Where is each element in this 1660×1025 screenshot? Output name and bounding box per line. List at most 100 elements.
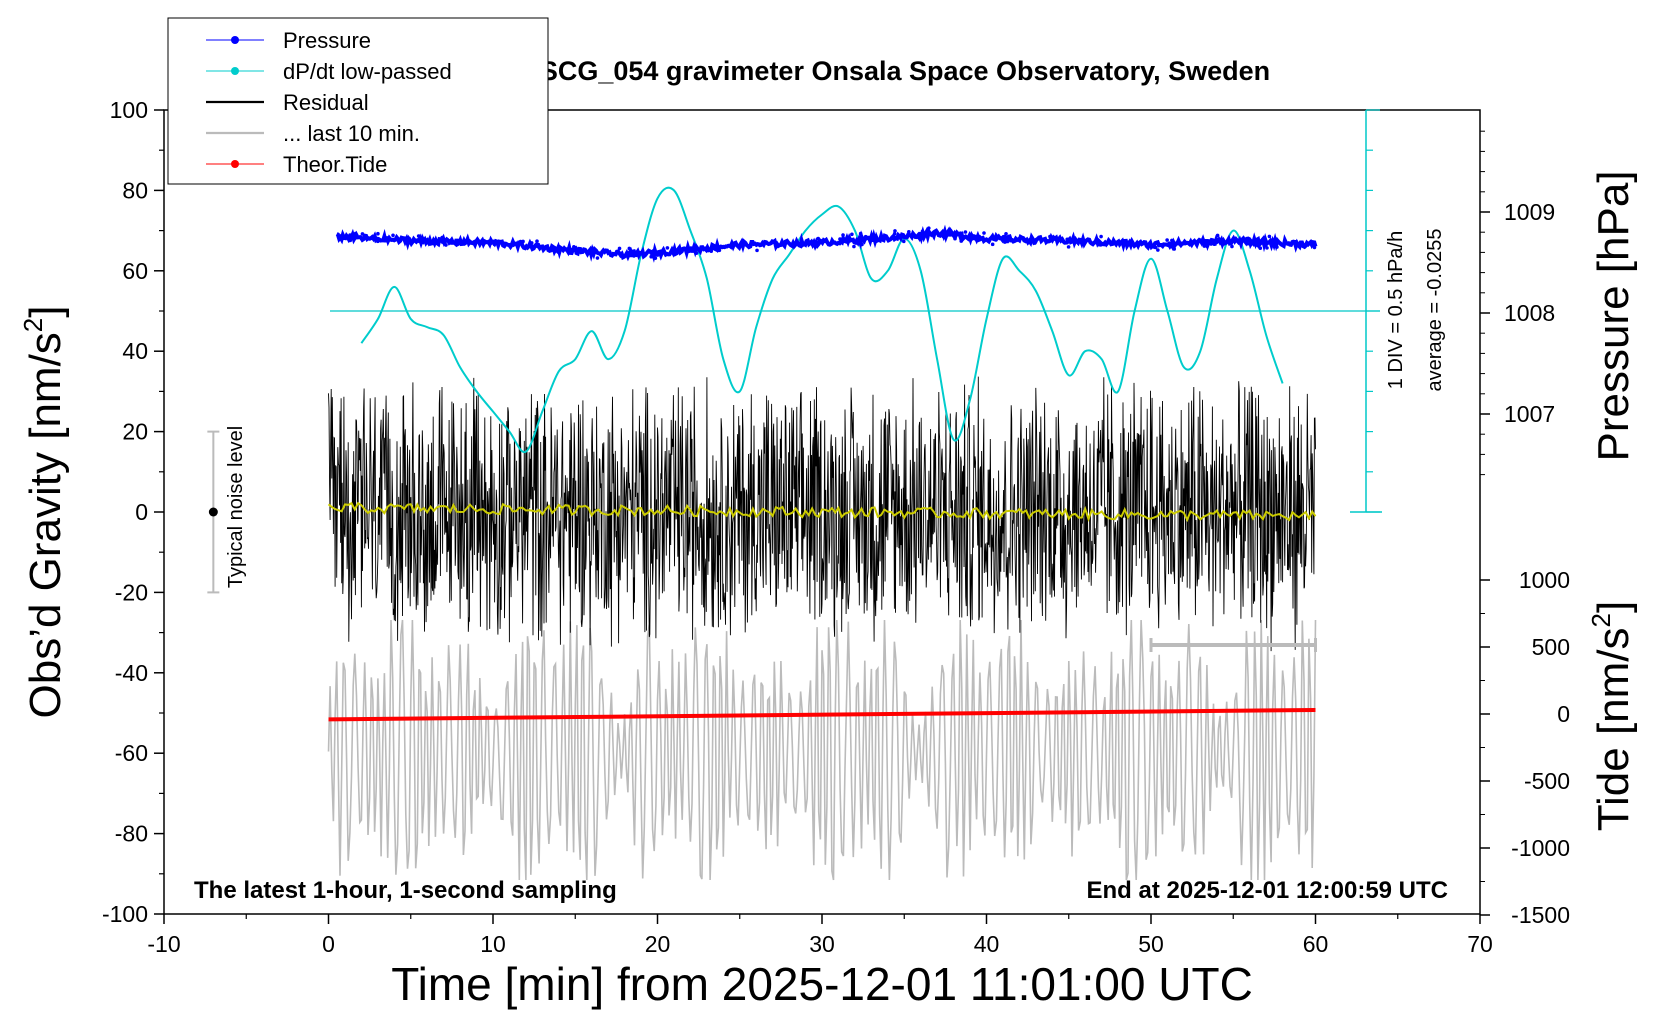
pressure-dot: [634, 253, 639, 258]
y-tick-label: 0: [135, 499, 148, 525]
pressure-dot: [354, 233, 359, 237]
pressure-dot: [838, 237, 842, 241]
pressure-dot: [376, 239, 380, 244]
y-axis-pressure: 1009 1008 1007: [1480, 130, 1555, 476]
pressure-dot: [1125, 240, 1130, 245]
pressure-dot: [948, 228, 953, 233]
pressure-dot: [1267, 234, 1272, 239]
pressure-dot: [504, 241, 508, 246]
pressure-axis-label: Pressure [hPa]: [1589, 170, 1638, 461]
y-tick-label: 20: [122, 419, 148, 445]
pressure-dot: [1312, 245, 1317, 250]
pressure-dot: [863, 234, 868, 239]
pressure-dot: [982, 231, 986, 235]
pressure-dot: [407, 236, 411, 241]
pressure-dot: [1265, 246, 1269, 250]
legend-swatch-dot: [231, 67, 239, 75]
pressure-dot: [892, 235, 897, 240]
pressure-dot: [1209, 241, 1214, 246]
pressure-dot: [918, 237, 922, 241]
pressure-dot: [1099, 234, 1103, 239]
pressure-dot: [518, 239, 523, 244]
pressure-dot: [1202, 238, 1206, 243]
pressure-dot: [709, 249, 714, 253]
x-axis: -10 0 10 20 30 40 50 60 70: [147, 914, 1493, 957]
pressure-dot: [627, 246, 632, 251]
pressure-dot: [440, 235, 444, 240]
pressure-dot: [1119, 240, 1124, 244]
residual-line: [328, 376, 1316, 652]
tide-tick-label: 1000: [1519, 567, 1570, 593]
pressure-dot: [1156, 248, 1160, 252]
pressure-dot: [548, 248, 552, 253]
x-tick-label: 60: [1303, 931, 1329, 957]
pressure-dot: [1239, 239, 1244, 244]
y-axis-label-close: ]: [21, 305, 70, 317]
pressure-dot: [617, 246, 622, 251]
pressure-dot: [963, 230, 968, 234]
y-tick-label: -60: [115, 740, 148, 766]
footer-right: End at 2025-12-01 12:00:59 UTC: [1087, 877, 1449, 904]
pressure-dot: [384, 238, 389, 243]
y-tick-label: -80: [115, 821, 148, 847]
pressure-dot: [841, 233, 845, 237]
y-axis-label-sup: 2: [18, 318, 48, 332]
y-tick-label: -100: [102, 901, 148, 927]
legend-swatch-dot: [231, 160, 239, 168]
x-axis-label: Time [min] from 2025-12-01 11:01:00 UTC: [391, 958, 1253, 1010]
legend-label: dP/dt low-passed: [283, 59, 452, 84]
pressure-dot: [1048, 234, 1052, 239]
series-dpdt: [360, 186, 1284, 454]
pressure-line: [335, 224, 1318, 263]
pressure-dot: [901, 239, 906, 244]
pressure-dot: [449, 241, 453, 245]
pressure-dot: [907, 230, 911, 234]
last-10-min-bracket: [1149, 638, 1317, 652]
pressure-dot: [444, 243, 448, 247]
pressure-dot: [535, 239, 539, 243]
pressure-dot: [536, 242, 541, 247]
pressure-dot: [959, 239, 964, 243]
pressure-tick-label: 1007: [1504, 401, 1555, 427]
series-pressure: [335, 224, 1318, 263]
pressure-dot: [653, 256, 658, 260]
pressure-dot: [1187, 242, 1192, 246]
pressure-dot: [1065, 237, 1069, 242]
pressure-dot: [1110, 241, 1114, 246]
pressure-dot: [1258, 246, 1263, 250]
tide-tick-label: 500: [1532, 634, 1570, 660]
pressure-dot: [1007, 234, 1011, 239]
pressure-dot: [994, 238, 998, 242]
pressure-dot: [1165, 238, 1169, 242]
y-tick-label: -20: [115, 579, 148, 605]
pressure-dot: [953, 236, 957, 241]
x-tick-label: 30: [809, 931, 835, 957]
y-axis-gravity: 100 80 60 40 20 0 -20 -40 -60 -80 -100: [102, 97, 164, 927]
pressure-dot: [1097, 242, 1102, 247]
y-axis-label-main: Obs’d Gravity [nm/s: [21, 332, 70, 718]
legend-label: ... last 10 min.: [283, 121, 420, 146]
pressure-dot: [348, 238, 353, 243]
x-tick-label: 50: [1138, 931, 1164, 957]
pressure-tick-label: 1009: [1504, 199, 1555, 225]
footer-left: The latest 1-hour, 1-second sampling: [194, 877, 617, 904]
pressure-dot: [1212, 242, 1217, 247]
x-tick-label: 70: [1467, 931, 1493, 957]
tide-axis-label-main: Tide [nm/s: [1589, 627, 1638, 831]
y-tick-label: 80: [122, 177, 148, 203]
pressure-dot: [694, 251, 699, 255]
pressure-dot: [1230, 244, 1234, 249]
pressure-dot: [838, 241, 843, 245]
pressure-dot: [360, 232, 365, 236]
pressure-dot: [1215, 233, 1220, 238]
pressure-dot: [419, 235, 424, 240]
pressure-dot: [816, 236, 821, 241]
pressure-dot: [717, 248, 722, 253]
pressure-dot: [1033, 241, 1037, 245]
pressure-dot: [858, 231, 863, 236]
x-tick-label: 40: [974, 931, 1000, 957]
pressure-dot: [586, 250, 590, 254]
pressure-dot: [977, 234, 982, 239]
pressure-dot: [920, 229, 925, 234]
